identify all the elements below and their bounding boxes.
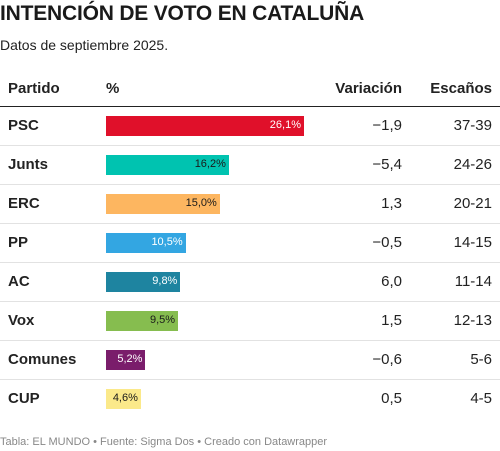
chart-subtitle: Datos de septiembre 2025. [0,37,169,53]
table-row: PSC 26,1% −1,9 37-39 [0,107,500,146]
seats-value: 4-5 [470,390,492,407]
seats-value: 37-39 [453,117,492,134]
table-row: CUP 4,6% 0,5 4-5 [0,380,500,419]
variation-value: 1,5 [381,312,402,329]
bar-data-label: 26,1% [269,119,301,131]
party-name: Vox [8,312,35,329]
bar-data-label: 5,2% [117,353,143,365]
variation-value: −0,5 [372,234,402,251]
column-header-seats[interactable]: Escaños [430,80,492,97]
table-row: AC 9,8% 6,0 11-14 [0,263,500,302]
vote-share-bar: 4,6% [106,389,141,409]
variation-value: 1,3 [381,195,402,212]
seats-value: 24-26 [453,156,492,173]
table-body: PSC 26,1% −1,9 37-39 Junts 16,2% −5,4 24-26 ERC 1… [0,107,500,419]
seats-value: 14-15 [453,234,492,251]
column-header-party[interactable]: Partido [8,80,60,97]
bar-data-label: 10,5% [151,236,183,248]
bar-data-label: 15,0% [185,197,217,209]
variation-value: −5,4 [372,156,402,173]
seats-value: 12-13 [453,312,492,329]
seats-value: 20-21 [453,195,492,212]
vote-share-bar: 15,0% [106,194,220,214]
bar-data-label: 9,5% [149,314,176,326]
table-row: ERC 15,0% 1,3 20-21 [0,185,500,224]
party-name: AC [8,273,30,290]
vote-share-bar: 16,2% [106,155,229,175]
vote-share-bar: 26,1% [106,116,304,136]
variation-value: −1,9 [372,117,402,134]
party-name: PSC [8,117,39,134]
vote-share-bar: 9,5% [106,311,179,331]
column-header-percent[interactable]: % [106,80,120,97]
chart-title: INTENCIÓN DE VOTO EN CATALUÑA [0,2,365,25]
party-name: Comunes [8,351,77,368]
table-header: Partido % Variación Escaños [0,72,500,107]
chart-footer: Tabla: EL MUNDO • Fuente: Sigma Dos • Cr… [0,436,328,448]
table-row: Comunes 5,2% −0,6 5-6 [0,341,500,380]
table-row: Junts 16,2% −5,4 24-26 [0,146,500,185]
bar-data-label: 4,6% [112,392,138,404]
table-row: PP 10,5% −0,5 14-15 [0,224,500,263]
variation-value: 0,5 [381,390,402,407]
table-row: Vox 9,5% 1,5 12-13 [0,302,500,341]
variation-value: −0,6 [372,351,402,368]
column-header-variation[interactable]: Variación [335,80,402,97]
party-name: ERC [8,195,40,212]
variation-value: 6,0 [381,273,402,290]
party-name: CUP [8,390,40,407]
bar-data-label: 9,8% [152,275,178,287]
seats-value: 5-6 [470,351,492,368]
vote-share-bar: 10,5% [106,233,186,253]
party-name: PP [8,234,29,251]
vote-share-bar: 9,8% [106,272,181,292]
vote-share-bar: 5,2% [106,350,146,370]
bar-data-label: 16,2% [194,158,226,170]
party-name: Junts [8,156,49,173]
seats-value: 11-14 [454,273,492,290]
